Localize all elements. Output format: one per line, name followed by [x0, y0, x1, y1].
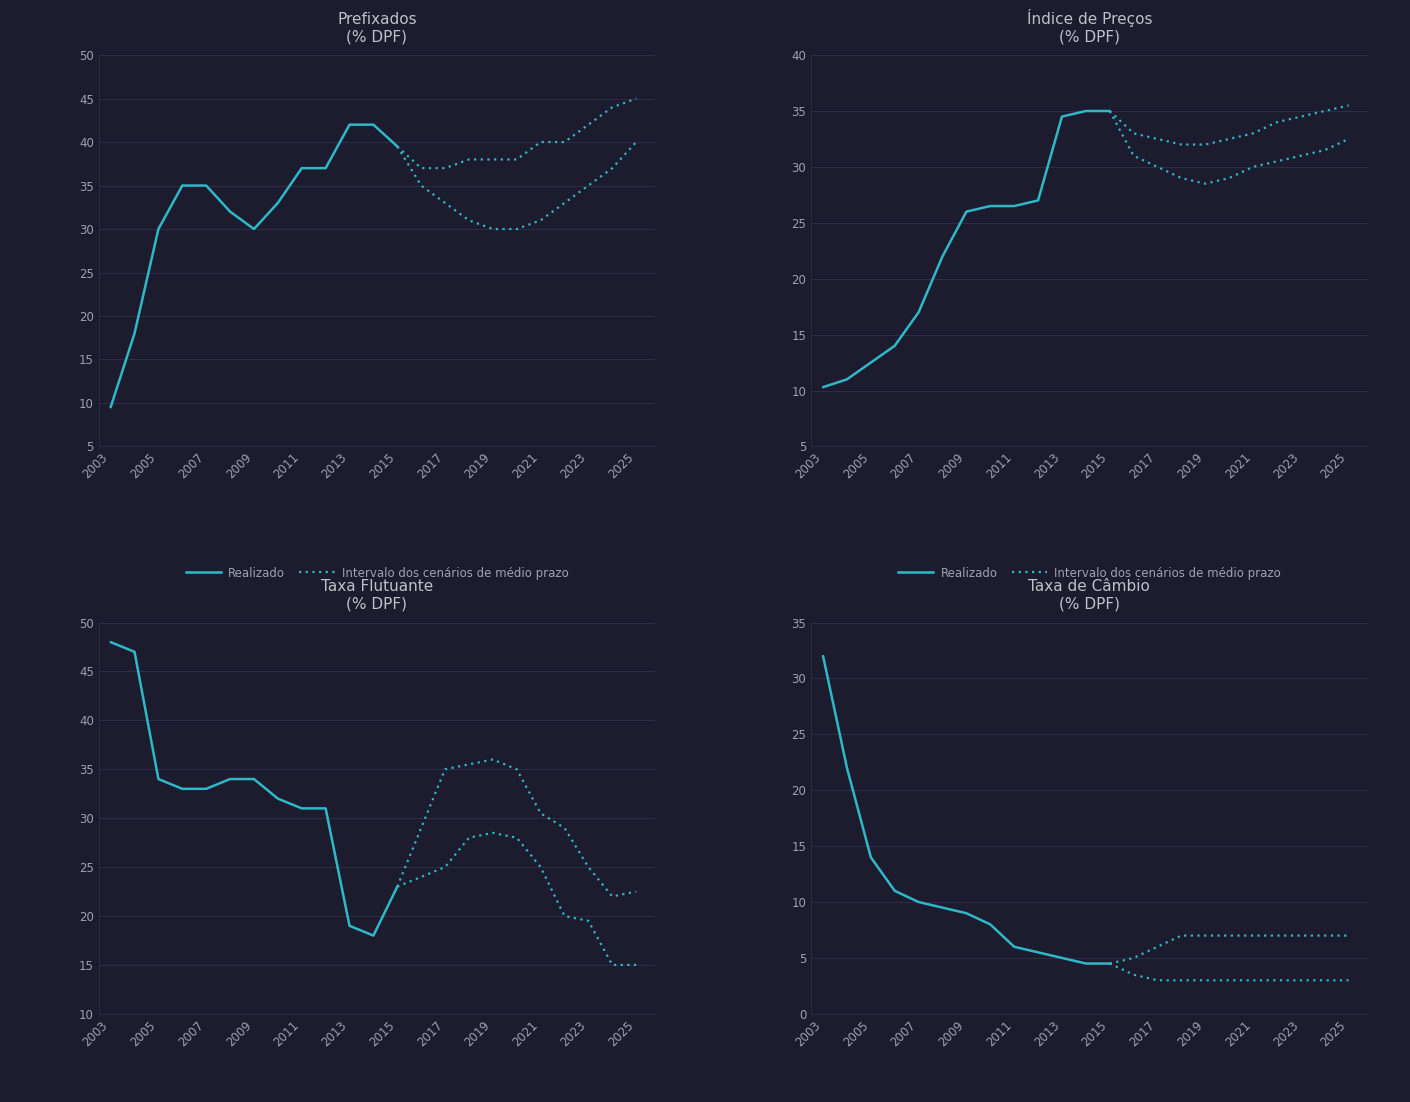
Title: Taxa Flutuante
(% DPF): Taxa Flutuante (% DPF) [321, 580, 433, 612]
Title: Índice de Preços
(% DPF): Índice de Preços (% DPF) [1026, 9, 1152, 44]
Title: Prefixados
(% DPF): Prefixados (% DPF) [337, 12, 417, 44]
Title: Taxa de Câmbio
(% DPF): Taxa de Câmbio (% DPF) [1028, 580, 1151, 612]
Legend: Realizado, Intervalo dos cenários de médio prazo: Realizado, Intervalo dos cenários de méd… [893, 562, 1286, 584]
Legend: Realizado, Intervalo dos cenários de médio prazo: Realizado, Intervalo dos cenários de méd… [180, 562, 574, 584]
